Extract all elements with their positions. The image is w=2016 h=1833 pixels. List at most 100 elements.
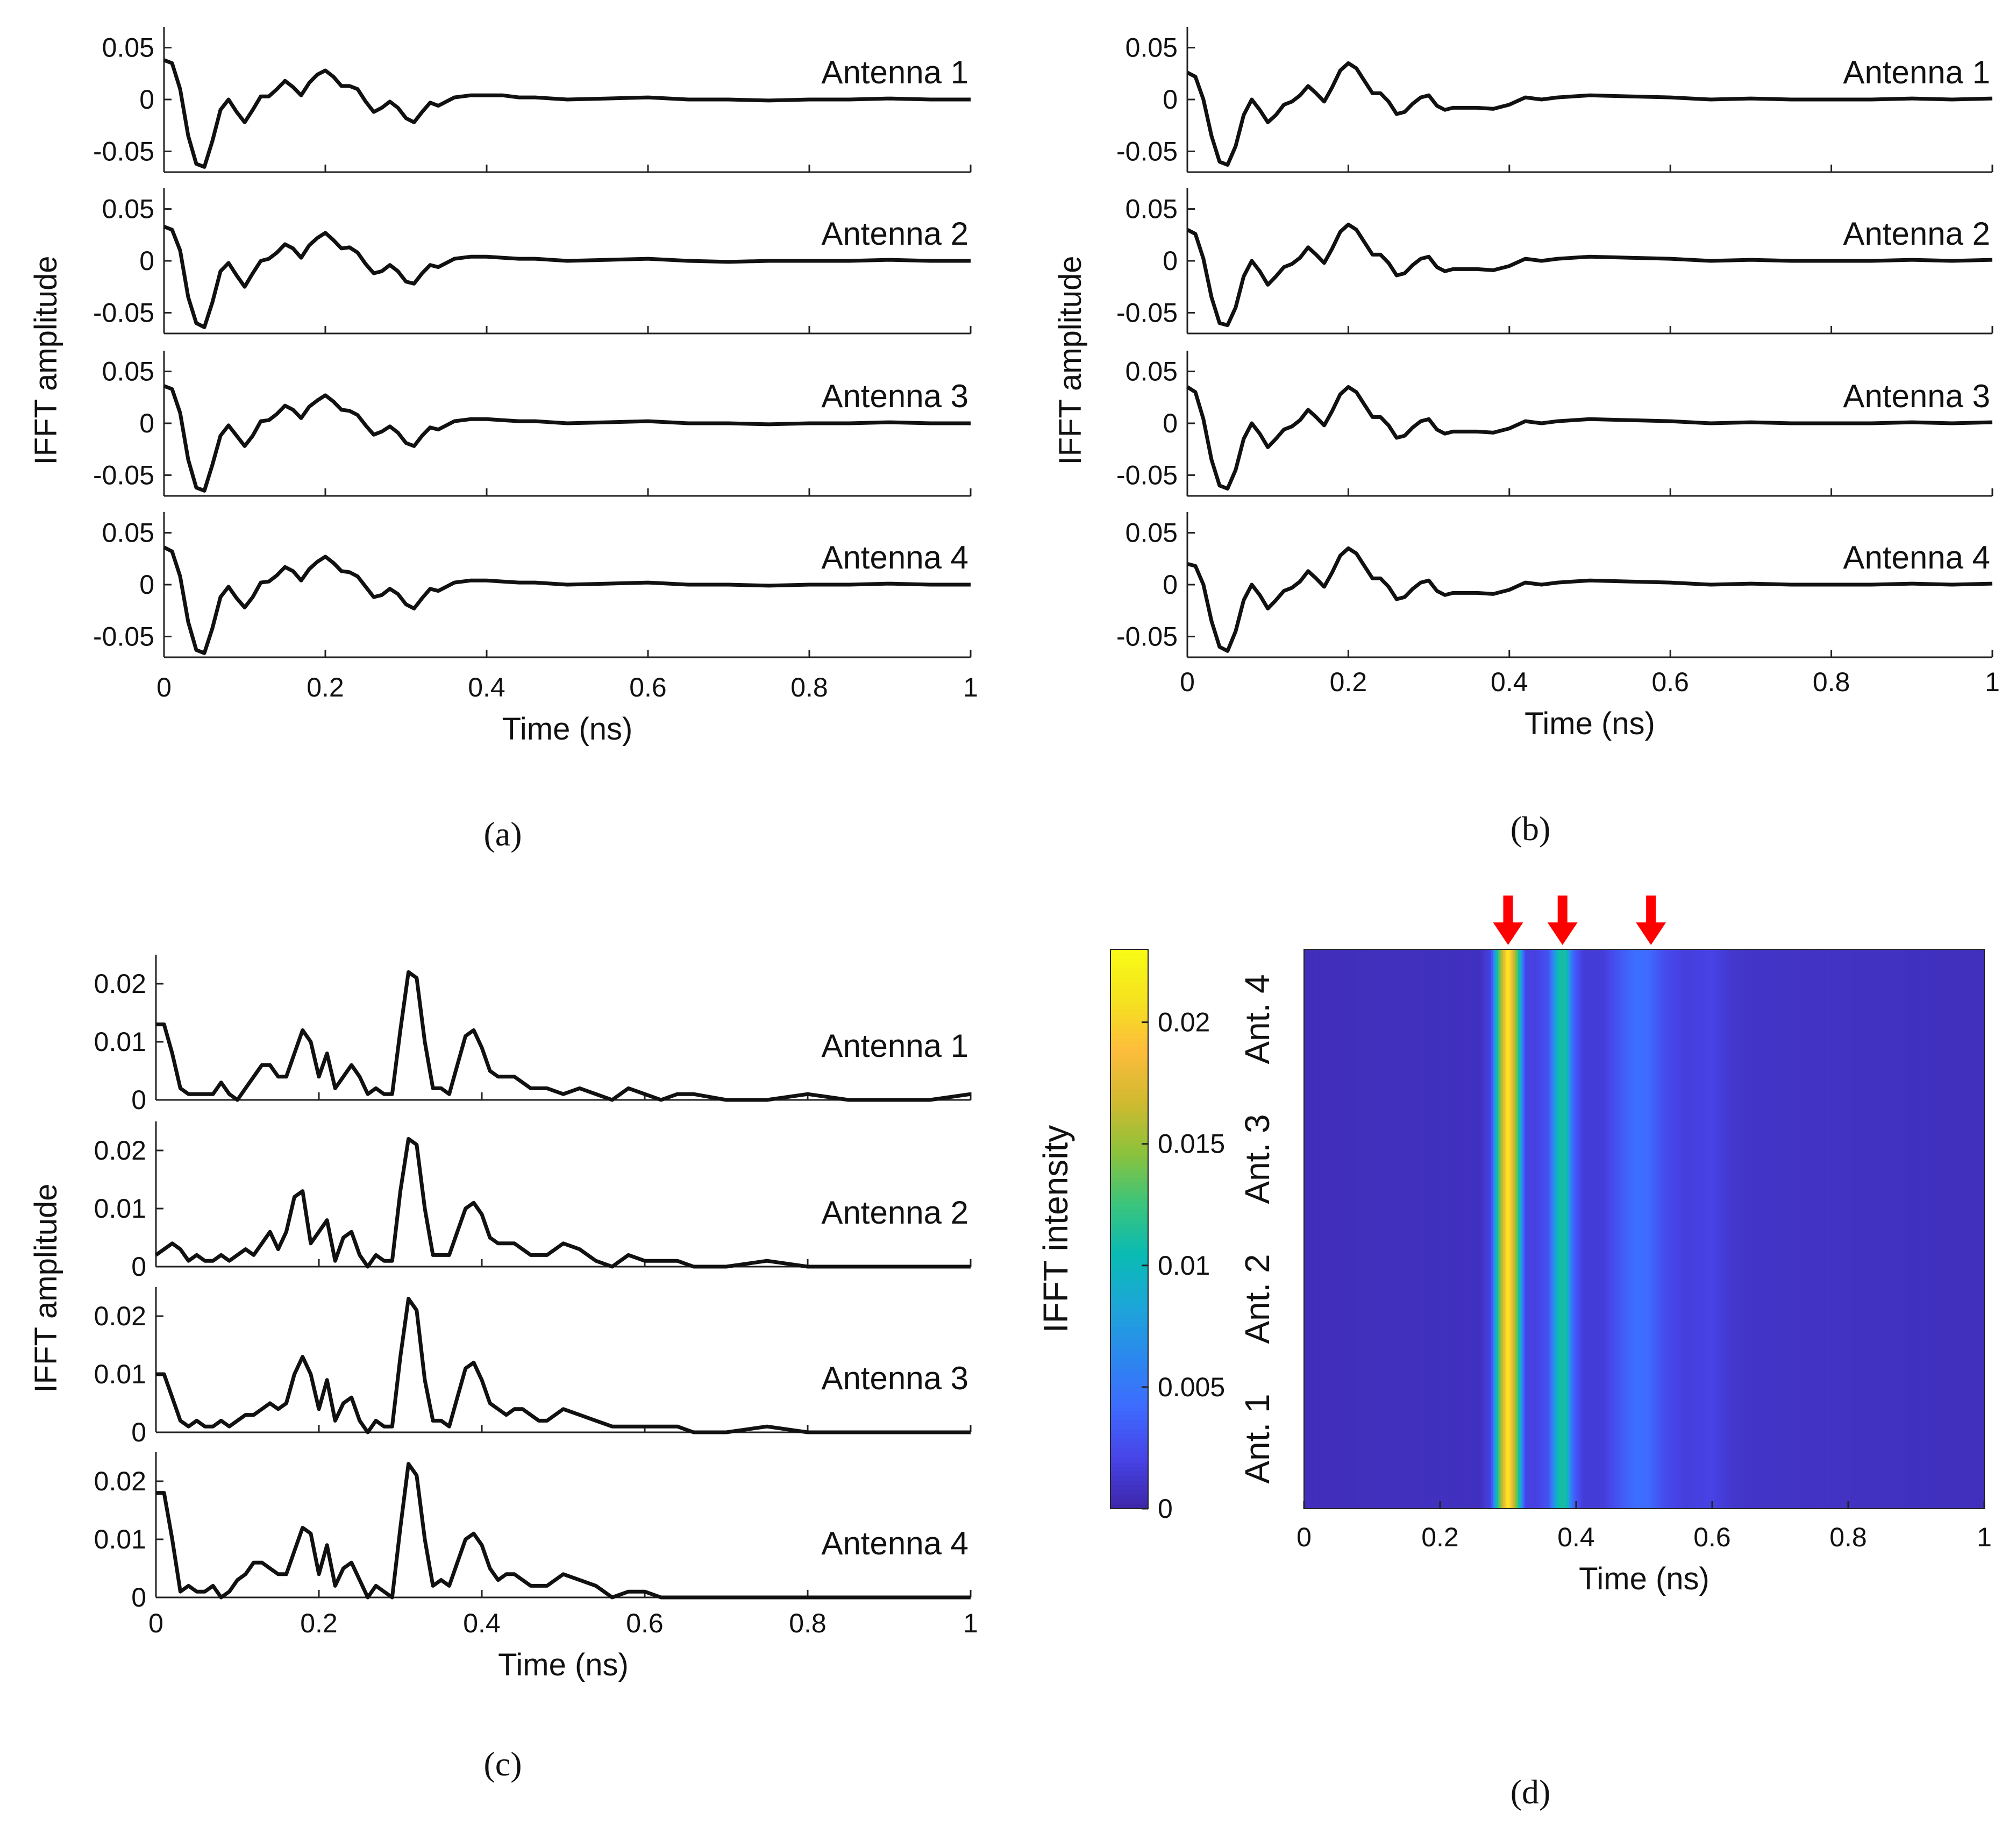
arrow-head (1636, 922, 1666, 945)
heatmap-cell (1552, 949, 1555, 1509)
colorbar-label: IFFT intensity (1036, 1125, 1075, 1333)
heatmap-cell (1391, 949, 1393, 1509)
colorbar-cell (1110, 1406, 1148, 1411)
heatmap-cell (1637, 949, 1640, 1509)
colorbar-cell (1110, 1485, 1148, 1491)
heatmap-cell (1380, 949, 1383, 1509)
y-axis-label: IFFT amplitude (1053, 256, 1088, 465)
heatmap-cell (1822, 949, 1825, 1509)
series-line-1 (163, 58, 971, 169)
heatmap-cell (1734, 949, 1737, 1509)
y-tick-label: -0.05 (93, 621, 154, 651)
colorbar-cell (1110, 1233, 1148, 1239)
heatmap-cell (1372, 949, 1374, 1509)
colorbar-cell (1110, 1401, 1148, 1407)
heatmap-cell (1623, 949, 1626, 1509)
heatmap-cell (1742, 949, 1745, 1509)
heatmap-cell (1654, 949, 1657, 1509)
heatmap-cell (1627, 949, 1629, 1509)
x-tick-label: 0.8 (789, 1608, 827, 1638)
x-tick-label: 1 (963, 1608, 978, 1638)
heatmap-cell (1954, 949, 1956, 1509)
heatmap-cell (1348, 949, 1351, 1509)
heatmap-cell (1360, 949, 1363, 1509)
heatmap-cell (1344, 949, 1347, 1509)
heatmap-cell (1365, 949, 1367, 1509)
series-line-4 (163, 545, 971, 655)
x-tick-label: 0.2 (1421, 1522, 1459, 1552)
heatmap-cell (1494, 949, 1497, 1509)
heatmap-cell (1906, 949, 1908, 1509)
series-label: Antenna 4 (1843, 539, 1990, 576)
heatmap-cell (1312, 949, 1315, 1509)
heatmap-cell (1319, 949, 1322, 1509)
x-tick-label: 0.6 (626, 1608, 664, 1638)
heatmap-cell (1625, 949, 1628, 1509)
heatmap-cell (1350, 949, 1352, 1509)
colorbar-cell (1110, 1159, 1148, 1164)
x-axis-label: Time (ns) (498, 1647, 629, 1682)
y-tick-label: 0.05 (102, 33, 154, 63)
heatmap-cell (1669, 949, 1672, 1509)
heatmap-cell (1880, 949, 1883, 1509)
heatmap-cell (1891, 949, 1893, 1509)
caption-d: (d) (1511, 1773, 1551, 1811)
x-tick-label: 0.8 (1813, 667, 1850, 697)
y-axis-label: IFFT amplitude (29, 256, 63, 465)
heatmap-cell (1632, 949, 1635, 1509)
colorbar-cell (1110, 1345, 1148, 1351)
heatmap-cell (1736, 949, 1739, 1509)
heatmap-cell (1639, 949, 1641, 1509)
heatmap-cell (1369, 949, 1371, 1509)
heatmap-cell (1771, 949, 1774, 1509)
heatmap-cell (1423, 949, 1426, 1509)
colorbar-cell (1110, 1028, 1148, 1034)
colorbar-cell (1110, 1098, 1148, 1104)
series-line-4 (1187, 546, 1993, 653)
heatmap-cell (1322, 949, 1325, 1509)
series-line-3 (163, 384, 971, 493)
heatmap-cell (1824, 949, 1827, 1509)
heatmap-cell (1815, 949, 1818, 1509)
colorbar-cell (1110, 972, 1148, 978)
heatmap-cell (1749, 949, 1752, 1509)
heatmap-cell (1970, 949, 1973, 1509)
heatmap-cell (1584, 949, 1587, 1509)
heatmap-cell (1704, 949, 1706, 1509)
heatmap-cell (1445, 949, 1448, 1509)
heatmap-cell (1642, 949, 1645, 1509)
heatmap-cell (1550, 949, 1553, 1509)
heatmap-cell (1515, 949, 1518, 1509)
heatmap-cell (1715, 949, 1718, 1509)
heatmap-cell (1812, 949, 1815, 1509)
heatmap-cell (1851, 949, 1854, 1509)
x-tick-label: 0 (1180, 667, 1195, 697)
series-label: Antenna 1 (1843, 54, 1990, 90)
colorbar-cell (1110, 1411, 1148, 1416)
heatmap-cell (1467, 949, 1470, 1509)
colorbar-cell (1110, 1434, 1148, 1439)
colorbar-cell (1110, 1420, 1148, 1425)
heatmap-cell (1438, 949, 1441, 1509)
heatmap-cell (1591, 949, 1594, 1509)
colorbar-cell (1110, 1322, 1148, 1327)
heatmap-cell (1385, 949, 1388, 1509)
heatmap-cell (1814, 949, 1816, 1509)
heatmap-cell (1894, 949, 1897, 1509)
heatmap-cell (1799, 949, 1801, 1509)
heatmap-cell (1885, 949, 1888, 1509)
heatmap-cell (1967, 949, 1970, 1509)
heatmap-cell (1566, 949, 1568, 1509)
heatmap-cell (1304, 949, 1306, 1509)
heatmap-cell (1974, 949, 1976, 1509)
heatmap-cell (1530, 949, 1533, 1509)
heatmap-cell (1594, 949, 1597, 1509)
heatmap-cell (1737, 949, 1740, 1509)
colorbar-cell (1110, 1439, 1148, 1444)
y-tick-label: 0 (139, 84, 154, 115)
heatmap-cell (1562, 949, 1565, 1509)
heatmap-cell (1805, 949, 1808, 1509)
colorbar-cell (1110, 1471, 1148, 1477)
heatmap-cell (1460, 949, 1463, 1509)
